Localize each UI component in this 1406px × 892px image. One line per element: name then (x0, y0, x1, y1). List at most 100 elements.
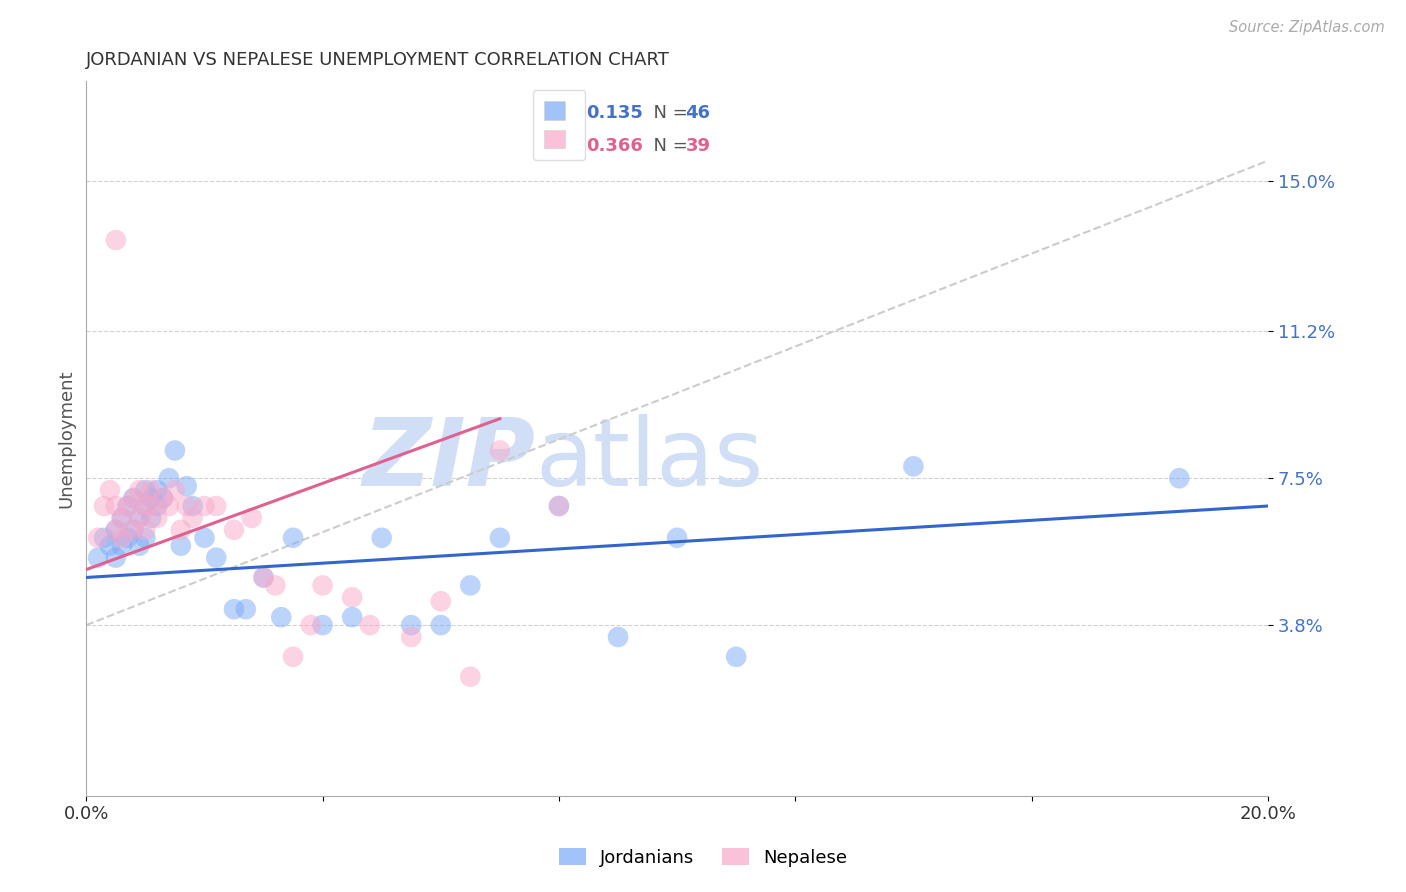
Point (141, 511, 163, 525)
Point (111, 511, 134, 525)
Point (163, 483, 186, 497)
Point (359, 618, 381, 632)
Point (128, 539, 150, 553)
Point (157, 499, 180, 513)
Point (489, 531, 512, 545)
Point (1168, 471, 1191, 485)
Point (205, 499, 228, 513)
Point (93, 531, 115, 545)
Text: R =: R = (541, 104, 581, 122)
Point (141, 499, 163, 513)
Point (128, 511, 150, 525)
Point (235, 602, 257, 616)
Point (489, 443, 512, 458)
Point (281, 649, 304, 664)
Point (340, 591, 363, 605)
Point (104, 233, 127, 247)
Y-axis label: Unemployment: Unemployment (58, 369, 75, 508)
Point (299, 618, 322, 632)
Point (134, 499, 156, 513)
Point (170, 539, 193, 553)
Point (134, 531, 156, 545)
Point (399, 618, 422, 632)
Point (111, 531, 134, 545)
Text: N =: N = (641, 136, 693, 154)
Legend: Jordanians, Nepalese: Jordanians, Nepalese (551, 841, 855, 874)
Point (548, 499, 571, 513)
Point (157, 471, 180, 485)
Point (141, 483, 163, 497)
Point (311, 618, 333, 632)
Point (134, 499, 156, 513)
Point (399, 630, 422, 644)
Text: ZIP: ZIP (363, 414, 536, 506)
Point (134, 523, 156, 537)
Text: 39: 39 (685, 136, 710, 154)
Point (903, 459, 925, 474)
Text: N =: N = (641, 104, 693, 122)
Point (170, 523, 193, 537)
Point (429, 594, 451, 608)
Point (429, 618, 451, 632)
Point (104, 523, 127, 537)
Text: JORDANIAN VS NEPALESE UNEMPLOYMENT CORRELATION CHART: JORDANIAN VS NEPALESE UNEMPLOYMENT CORRE… (86, 51, 671, 69)
Point (128, 483, 150, 497)
Point (146, 499, 169, 513)
Point (252, 570, 274, 584)
Point (163, 443, 186, 458)
Point (666, 531, 689, 545)
Point (264, 578, 287, 592)
Point (111, 539, 134, 553)
Point (460, 670, 482, 684)
Point (93, 499, 115, 513)
Point (152, 491, 174, 505)
Text: Source: ZipAtlas.com: Source: ZipAtlas.com (1229, 20, 1385, 35)
Point (181, 499, 204, 513)
Point (122, 523, 145, 537)
Point (122, 491, 145, 505)
Point (87, 550, 110, 565)
Point (222, 602, 245, 616)
Point (252, 570, 274, 584)
Text: atlas: atlas (536, 414, 763, 506)
Point (104, 550, 127, 565)
Point (176, 479, 198, 493)
Point (270, 610, 292, 624)
Point (370, 531, 392, 545)
Text: R =: R = (541, 136, 581, 154)
Point (607, 630, 630, 644)
Text: 46: 46 (685, 104, 710, 122)
Point (117, 499, 139, 513)
Point (117, 499, 139, 513)
Point (193, 499, 215, 513)
Point (128, 511, 150, 525)
Point (122, 491, 145, 505)
Point (122, 523, 145, 537)
Point (146, 483, 169, 497)
Point (146, 511, 169, 525)
Point (311, 578, 333, 592)
Point (98, 539, 121, 553)
Point (104, 523, 127, 537)
Point (152, 491, 174, 505)
Legend: , : , (533, 90, 585, 160)
Point (725, 649, 748, 664)
Point (176, 499, 198, 513)
Point (141, 491, 163, 505)
Point (193, 531, 215, 545)
Point (117, 531, 139, 545)
Text: 0.366: 0.366 (586, 136, 643, 154)
Point (134, 483, 156, 497)
Point (205, 550, 228, 565)
Point (240, 511, 263, 525)
Point (340, 610, 363, 624)
Point (104, 499, 127, 513)
Point (181, 511, 204, 525)
Point (87, 531, 110, 545)
Point (111, 511, 134, 525)
Point (281, 531, 304, 545)
Point (548, 499, 571, 513)
Text: 0.135: 0.135 (586, 104, 643, 122)
Point (460, 578, 482, 592)
Point (98, 483, 121, 497)
